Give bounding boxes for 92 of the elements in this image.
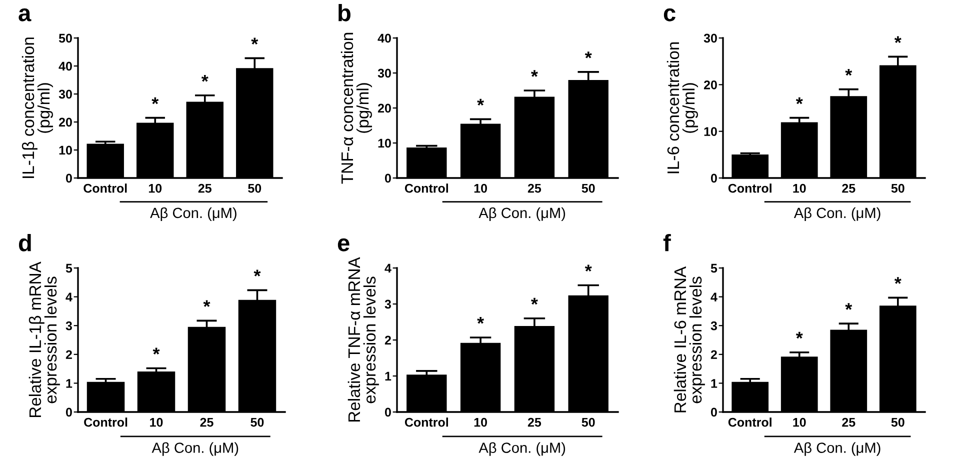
y-tick-label: 3 bbox=[66, 321, 72, 330]
annotation: * bbox=[152, 348, 160, 354]
y-tick-label: 5 bbox=[66, 264, 72, 273]
annotation: * bbox=[894, 36, 902, 44]
y-tick-label: 4 bbox=[66, 292, 72, 302]
text: Aβ Con. (μM) bbox=[478, 207, 566, 221]
annotation: * bbox=[584, 264, 592, 272]
text: Aβ Con. (μM) bbox=[152, 442, 238, 456]
y-tick-label: 1 bbox=[66, 379, 72, 388]
y-tick-label: 40 bbox=[378, 34, 391, 43]
annotation: * bbox=[203, 300, 210, 307]
chart-title: e bbox=[338, 238, 350, 252]
annotation: * bbox=[530, 70, 538, 77]
x-tick-label: 10 bbox=[793, 418, 806, 427]
y-axis-title: TNF-α concentration (pg/ml) bbox=[340, 32, 372, 184]
x-tick-label: 50 bbox=[582, 418, 595, 427]
text: Aβ Con. (μM) bbox=[150, 207, 236, 221]
annotation: * bbox=[477, 98, 484, 106]
annotation: * bbox=[254, 270, 261, 276]
text: Aβ Con. (μM) bbox=[794, 442, 880, 456]
y-axis-title: Relative IL-1β mRNA expression levels bbox=[28, 262, 60, 418]
x-tick-label: 50 bbox=[891, 184, 904, 193]
y-tick-label: 10 bbox=[704, 127, 717, 136]
x-tick-label: 50 bbox=[248, 184, 262, 193]
y-tick-label: 30 bbox=[378, 68, 391, 78]
annotation: * bbox=[477, 316, 484, 324]
y-tick-label: 20 bbox=[378, 104, 391, 113]
y-axis-title: IL-1β concentration (pg/ml) bbox=[22, 38, 53, 178]
x-tick-label: 50 bbox=[582, 184, 595, 193]
annotation: * bbox=[530, 298, 538, 305]
annotation: * bbox=[201, 75, 208, 82]
x-tick-label: Control bbox=[84, 184, 127, 193]
y-tick-label: 2 bbox=[710, 350, 717, 359]
y-tick-label: 10 bbox=[59, 146, 72, 155]
y-tick-label: 10 bbox=[378, 138, 391, 148]
y-tick-label: 30 bbox=[704, 34, 717, 43]
annotation: * bbox=[152, 97, 159, 104]
x-tick-label: 25 bbox=[198, 184, 212, 193]
x-tick-label: 25 bbox=[528, 418, 542, 427]
y-tick-label: 3 bbox=[384, 300, 391, 309]
x-tick-label: 10 bbox=[474, 184, 487, 193]
y-axis-title: IL-6 concentration (pg/ml) bbox=[666, 42, 698, 174]
chart-title: c bbox=[664, 8, 676, 22]
x-tick-label: Control bbox=[404, 184, 448, 193]
x-tick-label: 10 bbox=[148, 184, 162, 193]
x-tick-label: 10 bbox=[474, 418, 487, 427]
x-tick-label: 50 bbox=[250, 418, 264, 427]
y-tick-label: 0 bbox=[66, 174, 72, 183]
annotation: * bbox=[894, 277, 902, 284]
x-tick-label: 25 bbox=[528, 184, 542, 193]
x-tick-label: 25 bbox=[842, 184, 856, 193]
y-tick-label: 20 bbox=[58, 118, 72, 127]
text: Aβ Con. (μM) bbox=[478, 442, 566, 456]
x-tick-label: 25 bbox=[200, 418, 214, 427]
y-tick-label: 2 bbox=[66, 350, 72, 359]
text: Aβ Con. (μM) bbox=[794, 207, 880, 221]
annotation: * bbox=[584, 52, 592, 58]
y-tick-label: 30 bbox=[58, 90, 72, 99]
y-tick-label: 2 bbox=[384, 336, 391, 345]
y-tick-label: 4 bbox=[384, 264, 392, 273]
y-axis-title: Relative IL-6 mRNA expression levels bbox=[674, 266, 705, 412]
y-tick-label: 5 bbox=[710, 264, 718, 273]
x-tick-label: 50 bbox=[891, 418, 904, 427]
y-tick-label: 1 bbox=[711, 379, 718, 388]
y-tick-label: 50 bbox=[58, 34, 72, 43]
annotation: * bbox=[251, 38, 258, 45]
y-tick-label: 20 bbox=[704, 80, 717, 90]
annotation: * bbox=[845, 68, 852, 76]
x-tick-label: Control bbox=[404, 418, 448, 427]
y-tick-label: 3 bbox=[710, 321, 717, 330]
x-tick-label: Control bbox=[84, 418, 128, 427]
x-tick-label: Control bbox=[728, 184, 772, 193]
y-axis-title: Relative TNF-α mRNA expression levels bbox=[348, 257, 379, 422]
x-tick-label: Control bbox=[728, 418, 772, 427]
y-tick-label: 1 bbox=[385, 372, 392, 381]
y-tick-label: 0 bbox=[384, 174, 391, 183]
y-tick-label: 0 bbox=[710, 408, 717, 417]
chart-title: f bbox=[663, 234, 671, 252]
x-tick-label: 10 bbox=[793, 184, 806, 193]
annotation: * bbox=[845, 303, 852, 310]
annotation: * bbox=[796, 97, 803, 104]
y-tick-label: 0 bbox=[66, 408, 72, 417]
x-tick-label: 25 bbox=[842, 418, 856, 427]
y-tick-label: 0 bbox=[384, 408, 391, 417]
annotation: * bbox=[796, 332, 803, 339]
x-tick-label: 10 bbox=[150, 418, 163, 427]
chart-title: d bbox=[18, 234, 31, 252]
chart-title: a bbox=[18, 8, 32, 22]
y-tick-label: 4 bbox=[710, 292, 718, 302]
chart-title: b bbox=[338, 4, 350, 22]
y-tick-label: 0 bbox=[710, 174, 717, 183]
y-tick-label: 40 bbox=[58, 62, 72, 71]
